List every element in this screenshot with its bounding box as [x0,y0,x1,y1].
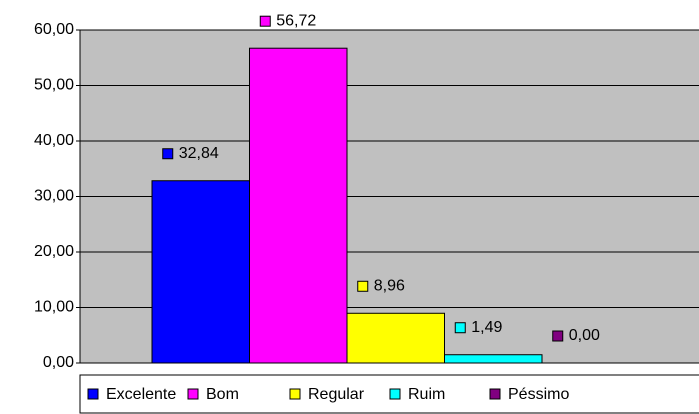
legend-key [289,388,301,400]
data-label: 56,72 [276,12,316,29]
data-label: 8,96 [374,277,405,294]
label-key [552,330,564,342]
y-tick-label: 10,00 [34,299,74,316]
legend-label: Bom [206,386,239,403]
label-key [162,148,174,160]
legend-label: Ruim [408,386,445,403]
data-label: 32,84 [179,145,219,162]
data-label: 0,00 [569,327,600,344]
bar [151,180,250,364]
y-tick-label: 20,00 [34,243,74,260]
legend-label: Regular [308,386,365,403]
label-key [357,280,369,292]
label-key [454,322,466,334]
y-tick-label: 30,00 [34,188,74,205]
legend-key [187,388,199,400]
y-tick-label: 40,00 [34,132,74,149]
legend-label: Excelente [106,386,176,403]
legend-key [489,388,501,400]
legend-key [389,388,401,400]
legend-key [87,388,99,400]
y-tick-label: 60,00 [34,21,74,38]
label-key [259,15,271,27]
legend-label: Péssimo [508,386,569,403]
bar [346,312,445,364]
bar [249,47,348,364]
y-tick-label: 0,00 [43,354,74,371]
bar [444,354,543,364]
y-tick-label: 50,00 [34,77,74,94]
data-label: 1,49 [471,319,502,336]
